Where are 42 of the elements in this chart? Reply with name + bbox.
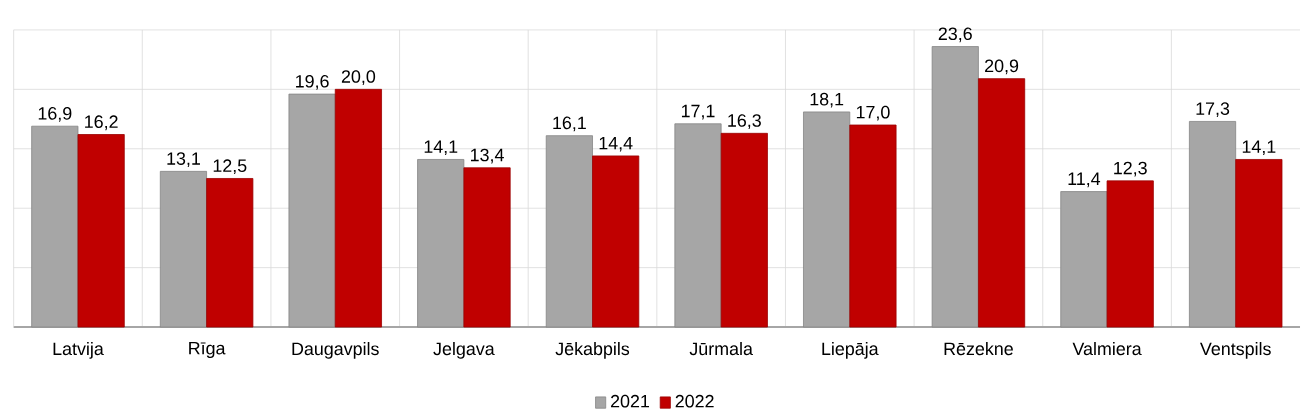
data-label: 14,1	[1242, 140, 1276, 155]
data-label: 16,3	[728, 114, 761, 129]
x-tick-label: Rīga	[189, 341, 226, 358]
bar	[1106, 180, 1154, 328]
x-tick-label: Latvija	[53, 341, 104, 359]
data-label: 14,4	[599, 136, 633, 152]
data-label: 11,4	[1068, 172, 1101, 188]
data-label: 20,0	[341, 70, 376, 85]
data-label: 13,4	[471, 148, 504, 164]
data-label: 14,1	[424, 140, 458, 155]
x-tick-label: Daugavpils	[292, 341, 379, 359]
x-tick-label: Ventspils	[1200, 341, 1271, 359]
legend-label: 2022	[675, 394, 714, 408]
data-label: 17,1	[681, 104, 715, 120]
data-label: 16,2	[85, 115, 118, 130]
data-label: 12,5	[213, 159, 247, 174]
data-label: 12,3	[1114, 161, 1147, 177]
x-tick-label: Jelgava	[433, 341, 495, 359]
x-tick-label: Valmiera	[1072, 341, 1142, 356]
data-label: 17,3	[1196, 102, 1230, 117]
data-label: 20,9	[985, 59, 1019, 75]
bar	[334, 88, 382, 328]
bar	[463, 167, 511, 328]
x-tick-label: Jūrmala	[689, 341, 753, 356]
data-label: 18,1	[810, 92, 844, 108]
x-tick-label: Jēkabpils	[555, 341, 630, 359]
bar	[978, 78, 1026, 328]
x-tick-label: Rēzekne	[944, 341, 1013, 356]
bar	[1235, 158, 1283, 328]
data-label: 16,1	[553, 116, 586, 132]
bar	[720, 132, 768, 328]
bar	[849, 124, 897, 328]
bar	[77, 133, 125, 328]
bar	[206, 177, 254, 328]
legend-label: 2021	[611, 394, 649, 408]
bar	[592, 155, 640, 328]
data-label: 17,0	[856, 105, 890, 121]
data-label: 19,6	[296, 74, 329, 90]
data-label: 23,6	[938, 27, 972, 43]
data-label: 13,1	[167, 152, 200, 167]
data-label: 16,9	[38, 106, 72, 122]
x-tick-label: Liepāja	[822, 341, 879, 359]
